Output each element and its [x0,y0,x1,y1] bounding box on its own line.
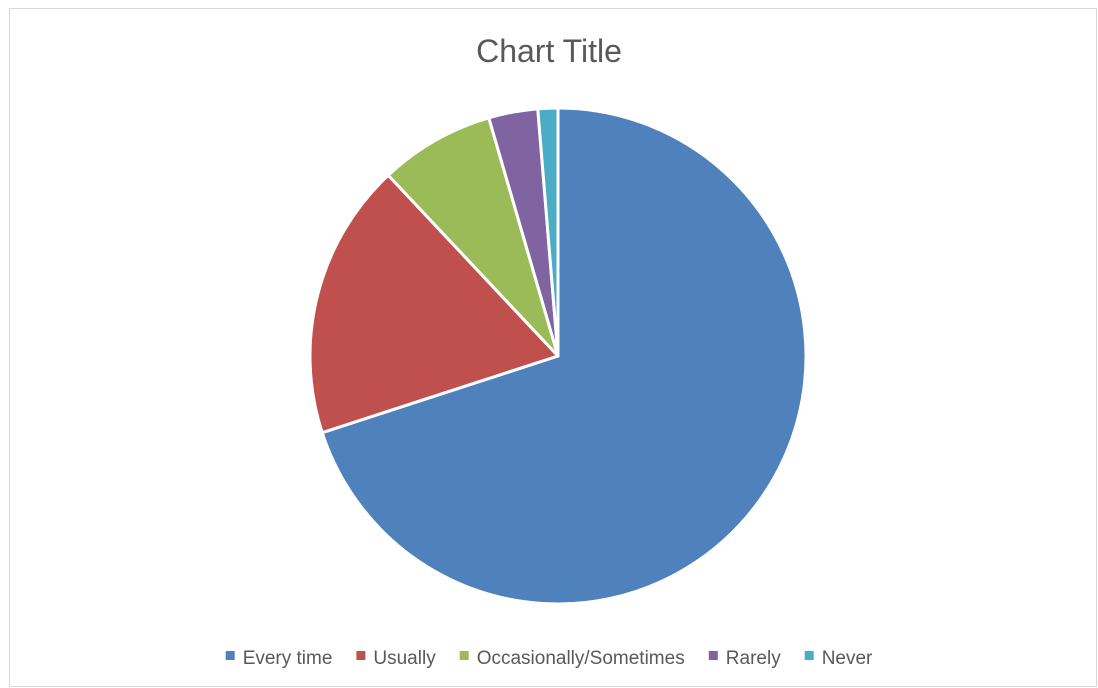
legend-label-occasionally-sometimes: Occasionally/Sometimes [477,648,685,669]
legend-label-every-time: Every time [243,648,333,669]
legend-swatch-every-time [225,651,235,660]
pie-slice-usually [308,173,560,435]
legend-swatch-occasionally-sometimes [459,651,469,660]
legend-swatch-rarely [708,651,718,660]
legend-label-never: Never [822,648,873,669]
pie-slices [308,106,808,606]
chart-title: Chart Title [476,33,622,69]
legend-swatch-usually [356,651,366,660]
pie-slice-never [536,106,560,358]
legend-label-usually: Usually [373,648,436,669]
legend: Every time Usually Occasionally/Sometimes R… [225,648,873,669]
legend-swatch-never [804,651,814,660]
pie-slice-every-time [320,106,808,606]
legend-label-rarely: Rarely [726,648,781,669]
pie-slice-occasionally-sometimes [386,116,560,358]
